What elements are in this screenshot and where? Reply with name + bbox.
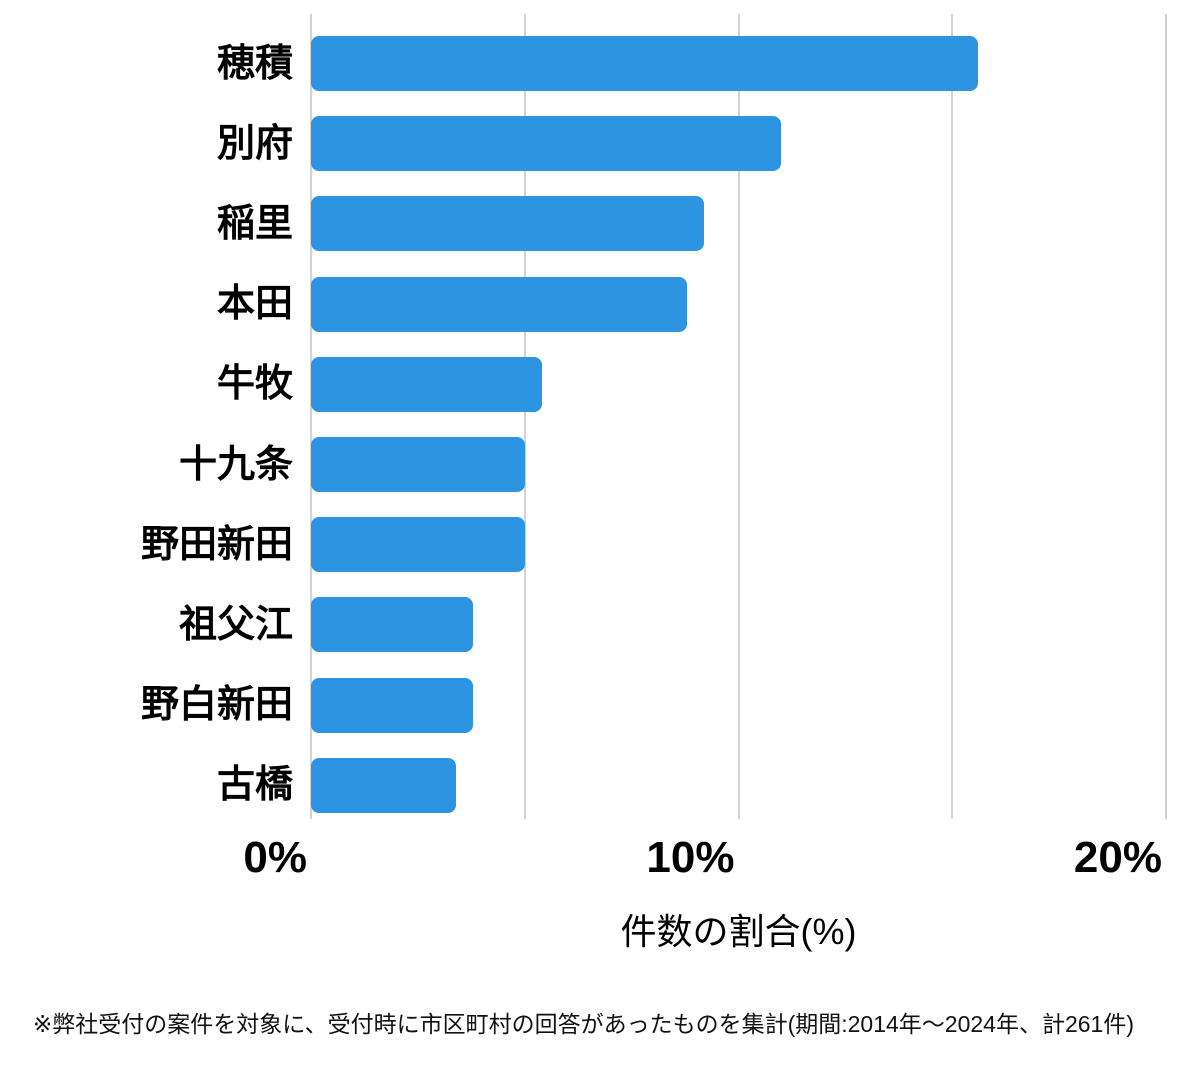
bar-6 [311, 517, 525, 573]
footnote: ※弊社受付の案件を対象に、受付時に市区町村の回答があったものを集計(期間:201… [33, 1011, 1134, 1037]
bar-4 [311, 356, 542, 412]
category-label-4: 牛牧 [216, 363, 293, 406]
category-label-6: 野田新田 [140, 523, 293, 566]
gridline-10 [737, 14, 740, 819]
category-label-1: 別府 [216, 122, 293, 165]
category-label-2: 稲里 [216, 202, 293, 245]
category-label-7: 祖父江 [178, 603, 293, 646]
gridline-20 [1165, 14, 1167, 819]
bar-8 [311, 677, 474, 733]
bar-0 [311, 36, 978, 91]
category-label-9: 古橋 [216, 764, 293, 807]
bar-7 [311, 597, 474, 653]
gridline-5 [523, 14, 526, 819]
x-axis-title: 件数の割合(%) [620, 911, 857, 952]
bar-9 [311, 757, 457, 813]
bar-3 [311, 276, 688, 332]
category-label-0: 穂積 [216, 42, 293, 85]
bar-2 [311, 196, 705, 252]
category-label-3: 本田 [216, 283, 293, 326]
x-tick-label-1: 10% [646, 833, 735, 882]
bar-1 [311, 116, 782, 172]
x-tick-label-0: 0% [243, 833, 307, 882]
category-label-8: 野白新田 [140, 684, 293, 727]
x-tick-label-2: 20% [1073, 833, 1162, 882]
bar-5 [311, 437, 525, 492]
gridline-15 [951, 14, 954, 819]
category-label-5: 十九条 [178, 443, 293, 486]
gridline-0 [310, 14, 312, 819]
